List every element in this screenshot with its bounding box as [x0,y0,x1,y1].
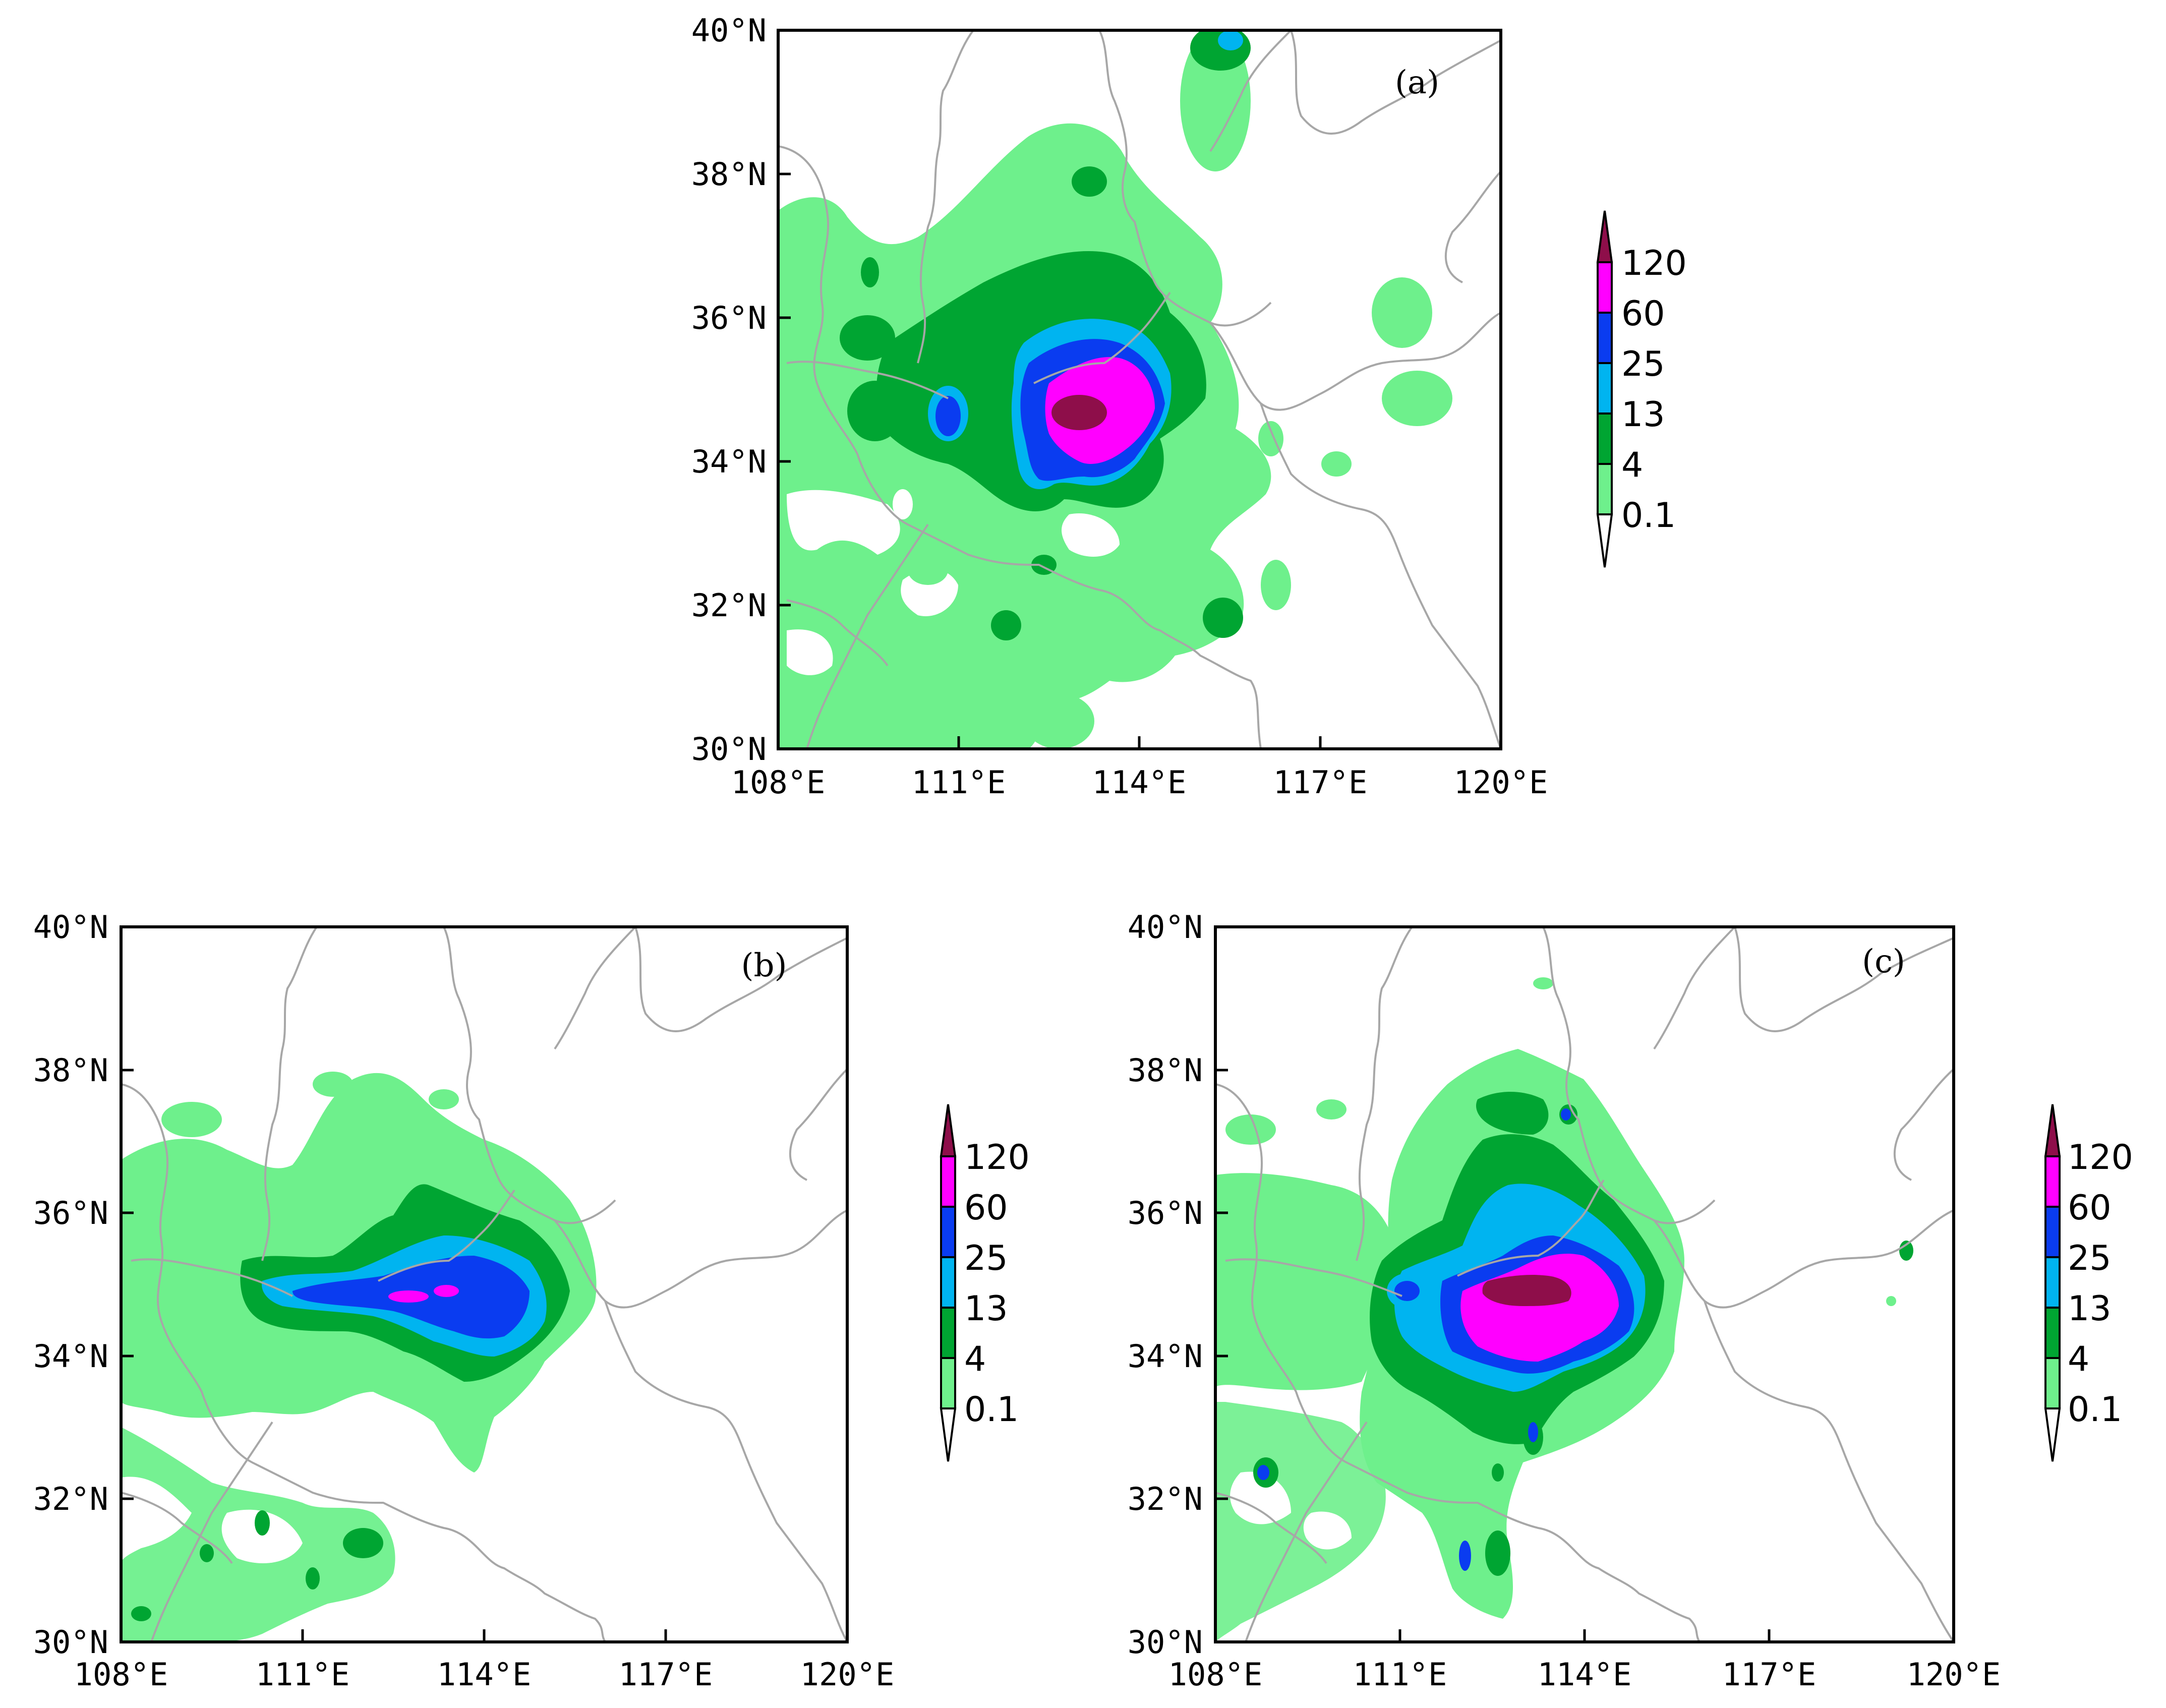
colorbar-swatch [2044,1104,2061,1157]
colorbar-label: 13 [2068,1289,2112,1329]
colorbar-label: 0.1 [964,1390,1019,1430]
colorbar-swatch [940,1206,956,1258]
x-tick-label: 117°E [1722,1656,1817,1693]
colorbar-c: 120 60 25 13 4 0.1 [2044,1104,2133,1462]
y-tick-label: 38°N [33,1052,108,1089]
y-tick-label: 32°N [691,587,767,624]
colorbar-label: 13 [964,1289,1008,1329]
x-tick-label: 114°E [1538,1656,1632,1693]
colorbar-swatch [940,1307,956,1359]
panel-a-y-axis: 40°N 38°N 36°N 34°N 32°N 30°N [691,12,791,768]
y-tick-label: 32°N [1128,1481,1203,1517]
colorbar-swatch [1597,261,1613,314]
y-tick-label: 36°N [691,300,767,336]
panel-a-precipitation-field [778,30,1452,749]
x-tick-label: 117°E [619,1656,713,1693]
colorbar-label: 4 [1621,445,1643,485]
y-tick-label: 36°N [33,1195,108,1231]
panel-b-x-axis: 108°E 111°E 114°E 117°E 120°E [74,1629,895,1693]
panel-b-precipitation-field [121,1072,597,1642]
panel-b-label: (b) [741,947,787,984]
colorbar-label: 120 [964,1138,1030,1177]
panel-b-province-boundaries [121,927,847,1642]
panel-c-label: (c) [1862,943,1905,980]
colorbar-swatch [2044,1155,2061,1208]
colorbar-swatch [2044,1407,2061,1462]
colorbar-swatch [940,1256,956,1309]
y-tick-label: 38°N [691,156,767,193]
y-tick-label: 30°N [33,1624,108,1661]
panel-b-y-axis: 40°N 38°N 36°N 34°N 32°N 30°N [33,909,134,1661]
y-tick-label: 38°N [1128,1052,1203,1089]
colorbar-label: 60 [1621,294,1665,334]
x-tick-label: 108°E [1168,1656,1263,1693]
panel-a-map: (a) 40°N 38°N 36°N 34°N 32°N 30°N 108°E … [691,12,1548,801]
y-tick-label: 40°N [1128,909,1203,946]
colorbar-label: 13 [1621,395,1665,435]
colorbar-label: 120 [1621,244,1687,283]
y-tick-label: 36°N [1128,1195,1203,1231]
colorbar-a: 120 60 25 13 4 0.1 [1596,210,1687,568]
panel-a-plot-area [778,30,1501,749]
panel-c-province-boundaries [1215,927,1954,1642]
panel-b-plot-area [121,927,847,1642]
colorbar-label: 25 [964,1239,1008,1278]
panel-a-label: (a) [1395,64,1439,101]
panel-c-x-axis: 108°E 111°E 114°E 117°E 120°E [1168,1629,2001,1693]
colorbar-label: 25 [1621,344,1665,384]
colorbar-label: 60 [2068,1188,2112,1228]
panel-a-province-boundaries [778,30,1501,749]
colorbar-swatch [1597,413,1613,465]
y-tick-label: 40°N [691,12,767,49]
colorbar-swatch [1597,362,1613,415]
colorbar-label: 60 [964,1188,1008,1228]
panel-c-y-axis: 40°N 38°N 36°N 34°N 32°N 30°N [1128,909,1228,1661]
x-tick-label: 111°E [1353,1656,1447,1693]
colorbar-swatch [1597,312,1613,364]
colorbar-swatch [940,1407,957,1462]
x-tick-label: 120°E [1454,764,1548,801]
panel-c-map: (c) 40°N 38°N 36°N 34°N 32°N 30°N 108°E … [1128,909,2001,1693]
colorbar-swatch [940,1357,956,1409]
y-tick-label: 34°N [691,443,767,480]
colorbar-label: 25 [2068,1239,2112,1278]
y-tick-label: 30°N [1128,1624,1203,1661]
colorbar-swatch [1596,513,1613,568]
y-tick-label: 32°N [33,1481,108,1517]
x-tick-label: 108°E [74,1656,168,1693]
colorbar-swatch [940,1155,956,1208]
panel-a-x-axis: 108°E 111°E 114°E 117°E 120°E [731,736,1548,801]
x-tick-label: 114°E [437,1656,532,1693]
colorbar-b: 120 60 25 13 4 0.1 [940,1104,1030,1462]
x-tick-label: 117°E [1273,764,1368,801]
colorbar-swatch [1596,210,1613,263]
colorbar-swatch [1597,463,1613,515]
panel-b-map: (b) 40°N 38°N 36°N 34°N 32°N 30°N 108°E … [33,909,895,1693]
colorbar-swatch [2044,1256,2061,1309]
y-tick-label: 34°N [1128,1338,1203,1375]
colorbar-swatch [940,1104,957,1157]
colorbar-swatch [2044,1206,2061,1258]
colorbar-label: 4 [964,1339,986,1379]
y-tick-label: 40°N [33,909,108,946]
colorbar-label: 0.1 [2068,1390,2122,1430]
colorbar-label: 0.1 [1621,496,1676,536]
x-tick-label: 111°E [912,764,1006,801]
colorbar-swatch [2044,1357,2061,1409]
colorbar-label: 4 [2068,1339,2089,1379]
x-tick-label: 114°E [1092,764,1187,801]
colorbar-swatch [2044,1307,2061,1359]
y-tick-label: 34°N [33,1338,108,1375]
x-tick-label: 108°E [731,764,826,801]
x-tick-label: 120°E [800,1656,895,1693]
panel-c-plot-area [1215,927,1954,1642]
x-tick-label: 120°E [1907,1656,2001,1693]
y-tick-label: 30°N [691,731,767,768]
x-tick-label: 111°E [256,1656,350,1693]
colorbar-label: 120 [2068,1138,2133,1177]
